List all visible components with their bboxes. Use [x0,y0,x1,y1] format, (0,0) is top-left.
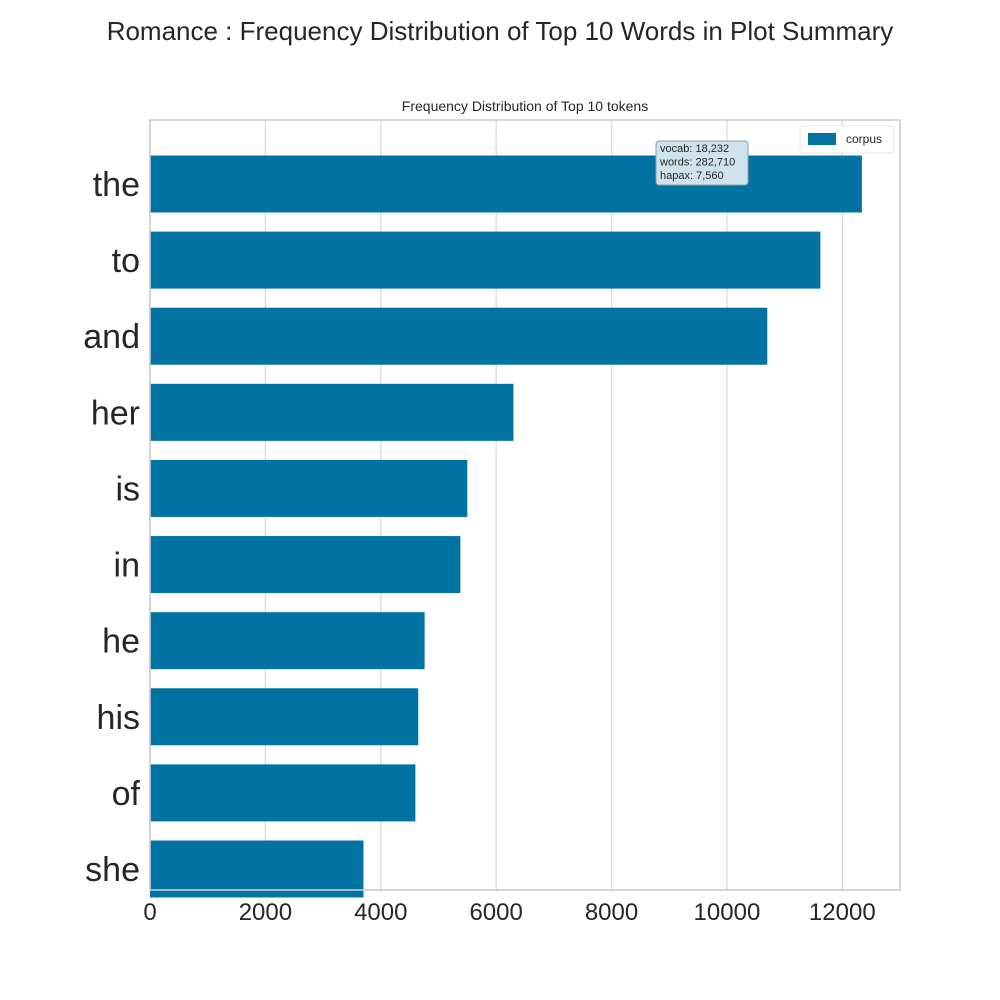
bar-she [150,840,364,898]
bar-and [150,307,768,365]
y-tick-label: his [97,699,140,737]
y-tick-label: the [93,166,140,204]
y-tick-label: to [112,242,140,280]
bar-the [150,155,862,213]
x-tick-label: 8000 [585,899,638,926]
x-tick-label: 2000 [239,899,292,926]
y-tick-label: she [85,851,140,889]
y-tick-label: her [91,394,140,432]
y-tick-label: and [83,318,140,356]
y-tick-label: of [112,775,141,813]
x-tick-label: 10000 [694,899,761,926]
bar-in [150,536,461,594]
bar-her [150,383,514,441]
axes-frame [149,119,901,891]
figure-suptitle: Romance : Frequency Distribution of Top … [107,16,894,46]
bar-of [150,764,416,822]
y-tick-label: he [102,623,140,661]
x-tick-label: 4000 [354,899,407,926]
stats-line: vocab: 18,232 [660,143,729,155]
bar-he [150,612,425,670]
stats-box [655,140,749,186]
x-tick-label: 6000 [469,899,522,926]
bar-to [150,231,821,289]
bar-his [150,688,419,746]
legend-box [799,125,895,154]
bar-is [150,459,468,517]
stats-line: words: 282,710 [659,157,735,169]
stats-line: hapax: 7,560 [660,170,724,182]
chart-title: Frequency Distribution of Top 10 tokens [402,98,648,114]
x-tick-label: 12000 [809,899,876,926]
y-tick-label: in [114,547,140,585]
y-tick-label: is [115,470,140,508]
x-tick-label: 0 [143,899,156,926]
legend-swatch [808,133,836,145]
legend-label: corpus [846,132,882,146]
